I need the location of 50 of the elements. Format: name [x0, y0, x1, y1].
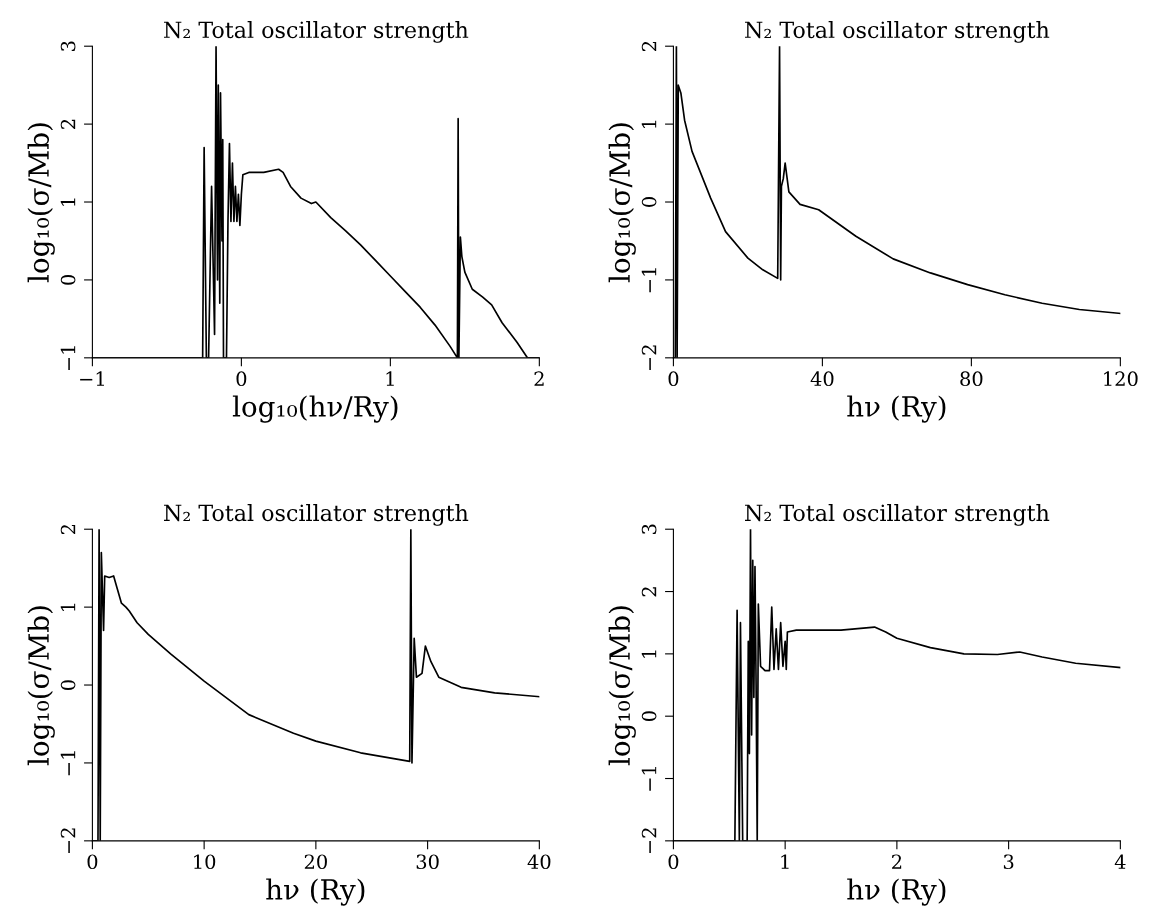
x-tick-label: 80 [960, 371, 983, 387]
x-tick-label: 40 [527, 854, 551, 870]
y-tick-label: −2 [641, 345, 657, 371]
chart-title: N₂ Total oscillator strength [745, 504, 1050, 526]
x-tick-label: −1 [80, 371, 104, 386]
x-tick-label: 2 [534, 371, 544, 386]
x-axis-title: hν (Ry) [266, 878, 365, 906]
y-tick-label: −2 [641, 828, 657, 854]
x-tick-label: 1 [781, 854, 789, 869]
y-axis-title: log₁₀(σ/Mb) [608, 123, 636, 283]
y-tick-label: −2 [60, 828, 76, 854]
x-tick-label: 0 [668, 371, 679, 387]
x-tick-label: 1 [386, 371, 394, 386]
y-tick-label: 3 [641, 524, 657, 534]
x-tick-label: 0 [87, 854, 98, 870]
y-axis-title: log₁₀(σ/Mb) [608, 606, 636, 766]
y-axis-title: log₁₀(σ/Mb) [27, 606, 55, 766]
y-tick-label: 2 [641, 41, 657, 52]
x-tick-label: 30 [416, 854, 439, 870]
chart-title: N₂ Total oscillator strength [163, 20, 469, 43]
x-tick-label: 120 [1104, 371, 1138, 387]
x-tick-label: 10 [194, 854, 216, 870]
y-tick-label: 3 [60, 41, 76, 51]
y-tick-label: 2 [641, 587, 657, 597]
y-axis-title: log₁₀(σ/Mb) [27, 123, 55, 283]
x-axis-title: hν (Ry) [847, 878, 946, 906]
x-tick-label: 3 [1003, 854, 1014, 870]
y-tick-label: 0 [641, 711, 657, 722]
y-tick-label: 0 [641, 197, 657, 207]
x-axis-title: log₁₀(hν/Ry) [232, 395, 398, 423]
y-tick-label: 0 [60, 275, 76, 285]
y-tick-label: −1 [641, 766, 657, 791]
y-tick-label: 2 [60, 524, 76, 535]
y-tick-label: 2 [60, 119, 76, 129]
x-tick-label: 0 [236, 371, 247, 387]
y-tick-label: −1 [641, 268, 657, 293]
x-tick-label: 4 [1114, 854, 1126, 869]
x-tick-label: 40 [810, 371, 834, 387]
chart-title: N₂ Total oscillator strength [163, 504, 469, 526]
x-axis-title: hν (Ry) [847, 395, 946, 423]
x-tick-label: 0 [668, 854, 679, 870]
y-tick-label: 1 [60, 603, 76, 611]
y-tick-label: 1 [60, 198, 76, 206]
y-tick-label: 1 [641, 120, 657, 128]
x-tick-label: 2 [892, 854, 902, 869]
y-tick-label: 0 [60, 680, 76, 690]
y-tick-label: −1 [60, 751, 76, 776]
chart-title: N₂ Total oscillator strength [745, 20, 1050, 43]
x-tick-label: 20 [304, 854, 327, 870]
y-tick-label: 1 [641, 650, 657, 658]
